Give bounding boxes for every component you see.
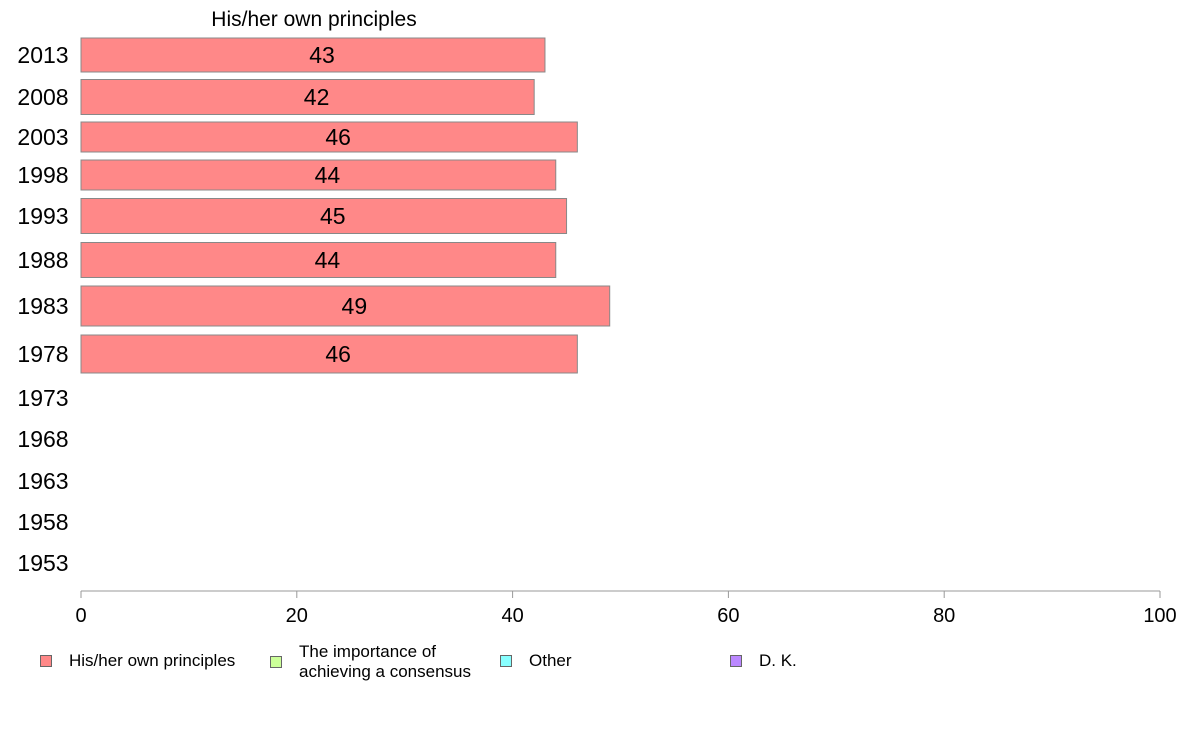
y-tick-label: 1973	[17, 385, 68, 411]
data-label: 44	[315, 247, 341, 273]
y-axis-labels: 2013 2008 2003 1998 1993 1988 1983 1978 1973 1968…	[17, 42, 68, 576]
x-tick-label: 80	[933, 605, 955, 627]
y-tick-label: 1958	[17, 509, 68, 535]
bar	[80, 285, 611, 327]
bar	[80, 37, 546, 73]
data-label: 49	[342, 293, 368, 319]
y-tick-label: 1998	[17, 162, 68, 188]
data-label: 45	[320, 203, 346, 229]
y-tick-label: 1968	[17, 426, 68, 452]
bar-chart: His/her own principles 4342464445444946 …	[17, 8, 1177, 627]
legend-item: Other	[500, 651, 572, 671]
legend-swatch	[500, 655, 512, 667]
y-tick-label: 1983	[17, 293, 68, 319]
legend: His/her own principles The importance of…	[0, 642, 1188, 692]
bar	[80, 121, 578, 153]
y-tick-label: 1988	[17, 247, 68, 273]
legend-swatch	[270, 656, 282, 668]
legend-label: The importance of achieving a consensus	[299, 642, 472, 681]
y-tick-label: 2013	[17, 42, 68, 68]
bar	[80, 242, 557, 278]
data-label: 46	[325, 124, 351, 150]
legend-swatch	[40, 655, 52, 667]
x-tick-label: 0	[75, 605, 86, 627]
y-tick-label: 1978	[17, 341, 68, 367]
y-tick-label: 2003	[17, 124, 68, 150]
legend-label: D. K.	[759, 651, 797, 670]
x-axis: 0 20 40 60 80 100	[75, 590, 1177, 627]
y-tick-label: 1953	[17, 550, 68, 576]
bar	[80, 159, 557, 191]
bar	[80, 198, 568, 234]
x-tick-label: 100	[1143, 605, 1176, 627]
bar	[80, 79, 535, 115]
bar	[80, 334, 578, 374]
chart-title: His/her own principles	[211, 8, 416, 31]
legend-item: D. K.	[730, 651, 797, 671]
x-tick-label: 60	[717, 605, 739, 627]
legend-label: His/her own principles	[69, 651, 236, 670]
legend-swatch	[730, 655, 742, 667]
legend-label: Other	[529, 651, 572, 670]
y-tick-label: 1993	[17, 203, 68, 229]
x-tick-label: 40	[501, 605, 523, 627]
legend-item: His/her own principles	[40, 651, 235, 671]
x-tick-label: 20	[286, 605, 308, 627]
y-tick-label: 1963	[17, 468, 68, 494]
y-tick-label: 2008	[17, 84, 68, 110]
legend-item: The importance of achieving a consensus	[270, 642, 471, 682]
data-label: 43	[309, 42, 335, 68]
data-label: 42	[304, 84, 330, 110]
data-label: 44	[315, 162, 341, 188]
data-label: 46	[325, 341, 351, 367]
